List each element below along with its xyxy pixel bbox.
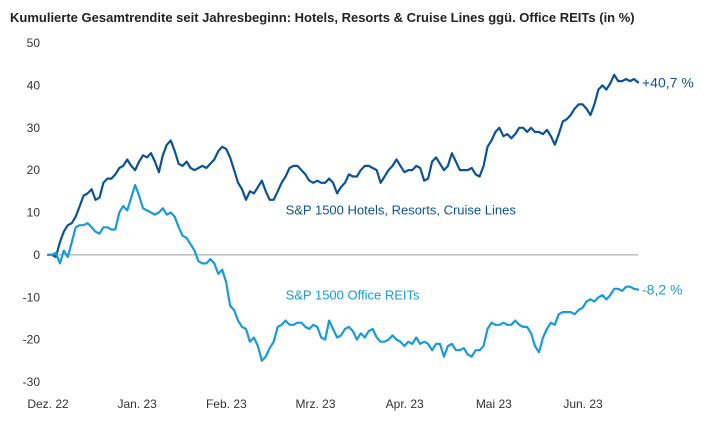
series-end-label-1: -8,2 % xyxy=(642,282,682,298)
series-annotation-0: S&P 1500 Hotels, Resorts, Cruise Lines xyxy=(286,203,517,218)
y-tick-label: -20 xyxy=(23,333,41,347)
x-tick-label: Dez. 22 xyxy=(27,397,69,411)
series-layer: +40,7 % -8,2 % xyxy=(46,73,694,362)
annotation-layer: S&P 1500 Hotels, Resorts, Cruise Lines S&… xyxy=(286,203,517,303)
y-tick-label: 0 xyxy=(33,248,40,262)
y-tick-label: -10 xyxy=(23,290,41,304)
y-tick-label: 20 xyxy=(27,163,41,177)
x-tick-label: Apr. 23 xyxy=(386,397,424,411)
x-axis: Dez. 22 Jan. 23 Feb. 23 Mrz. 23 Apr. 23 Mai 2… xyxy=(27,397,603,411)
x-tick-label: Jun. 23 xyxy=(563,397,603,411)
y-tick-label: 10 xyxy=(27,206,41,220)
y-tick-label: 40 xyxy=(27,78,41,92)
x-tick-label: Feb. 23 xyxy=(206,397,247,411)
x-tick-label: Mrz. 23 xyxy=(295,397,335,411)
series-line-0 xyxy=(46,73,640,259)
x-tick-label: Mai 23 xyxy=(476,397,512,411)
series-line-1 xyxy=(46,183,640,362)
y-tick-label: 30 xyxy=(27,121,41,135)
chart-title: Kumulierte Gesamtrendite seit Jahresbegi… xyxy=(10,10,635,25)
series-end-label-0: +40,7 % xyxy=(642,74,694,90)
y-tick-label: -30 xyxy=(23,375,41,389)
y-tick-label: 50 xyxy=(27,36,41,50)
series-annotation-1: S&P 1500 Office REITs xyxy=(286,287,420,302)
x-tick-label: Jan. 23 xyxy=(117,397,157,411)
y-axis: 50 40 30 20 10 0 -10 -20 -30 xyxy=(23,36,638,389)
